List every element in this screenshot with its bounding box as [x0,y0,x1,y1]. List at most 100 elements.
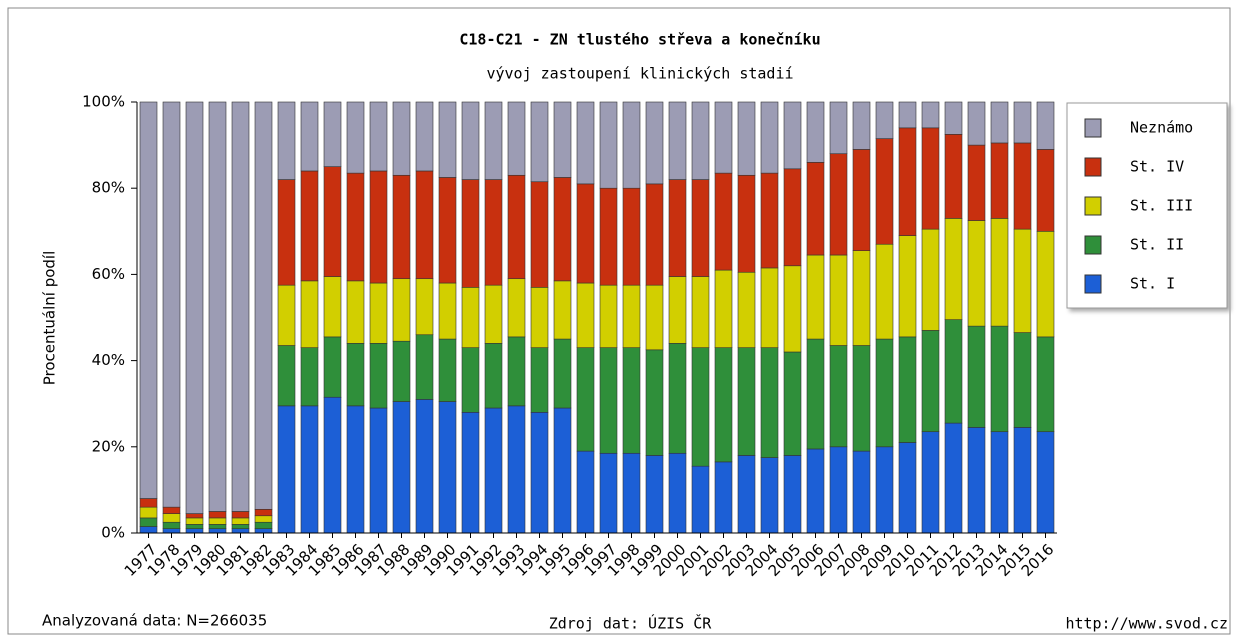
bar-segment [852,101,871,150]
bar-segment [530,412,549,534]
bar-segment [553,338,572,409]
bar-segment [530,181,549,288]
bar-segment [760,101,779,174]
bar-segment [829,254,848,346]
bar-segment [346,172,365,282]
bar-segment [231,517,250,525]
footer-center: Zdroj dat: ÚZIS ČR [549,614,713,633]
legend-label: St. II [1130,236,1184,254]
y-tick-label: 20% [92,437,125,455]
bar-segment [139,498,158,508]
bar-segment [553,177,572,282]
bar-segment [162,528,181,534]
bar-segment [806,101,825,163]
bar-segment [622,284,641,348]
bar-segment [484,407,503,534]
bar-segment [783,168,802,267]
bar-segment [806,338,825,450]
bar-segment [300,170,319,282]
bar-segment [438,101,457,178]
bar-segment [921,127,940,230]
bar-segment [277,345,296,407]
legend-swatch [1084,235,1102,255]
bar-segment [323,276,342,338]
bar-segment [231,528,250,534]
bar-segment [323,101,342,167]
bar-segment [990,218,1009,327]
bar-segment [576,282,595,348]
bar-segment [484,284,503,344]
bar-segment [599,452,618,534]
bar-segment [576,347,595,452]
bar-segment [921,431,940,534]
bar-segment [714,347,733,463]
legend-label: Neznámo [1130,119,1193,137]
legend-swatch [1084,157,1102,177]
y-tick-label: 0% [101,524,125,542]
legend-swatch [1084,274,1102,294]
bar-segment [185,517,204,525]
bar-segment [622,187,641,286]
bar-segment [185,524,204,529]
bar-segment [1036,336,1055,433]
bar-segment [185,101,204,514]
bar-segment [392,340,411,402]
bar-segment [208,517,227,525]
bar-segment [645,455,664,534]
bar-segment [967,220,986,327]
y-tick-label: 80% [92,179,125,197]
bar-segment [576,101,595,185]
bar-segment [691,101,710,180]
bar-segment [691,465,710,534]
bar-segment [990,325,1009,433]
bar-segment [415,101,434,172]
bar-segment [369,282,388,344]
bar-segment [898,442,917,534]
bar-segment [783,101,802,170]
bar-segment [231,511,250,519]
legend-label: St. III [1130,197,1193,215]
bar-segment [921,228,940,331]
bar-segment [622,101,641,189]
bar-segment [369,343,388,409]
bar-segment [323,336,342,398]
bar-segment [438,338,457,402]
bar-segment [231,101,250,512]
bar-segment [346,101,365,174]
y-axis-label: Procentuální podíl [41,251,59,386]
bar-segment [438,401,457,534]
bar-segment [553,407,572,534]
bar-segment [392,278,411,342]
bar-segment [530,347,549,413]
bar-segment [875,338,894,448]
bar-segment [852,450,871,534]
chart-title: C18-C21 - ZN tlustého střeva a konečníku [459,31,820,49]
bar-segment [645,183,664,286]
bar-segment [139,506,158,519]
bar-segment [760,267,779,348]
bar-segment [737,455,756,534]
bar-segment [898,127,917,236]
bar-segment [369,407,388,534]
bar-segment [944,218,963,320]
legend-label: St. I [1130,275,1175,293]
bar-segment [1036,431,1055,534]
bar-segment [461,347,480,413]
bar-segment [323,396,342,534]
bar-segment [829,153,848,256]
bar-segment [1013,228,1032,333]
bar-segment [875,138,894,245]
bar-segment [507,405,526,534]
y-tick-label: 60% [92,265,125,283]
bar-segment [645,284,664,351]
bar-segment [231,524,250,529]
bar-segment [875,446,894,534]
bar-segment [369,101,388,172]
bar-segment [691,179,710,277]
bar-segment [1013,332,1032,428]
bar-segment [392,401,411,534]
bar-segment [599,284,618,348]
bar-segment [829,101,848,155]
bar-segment [921,330,940,433]
bar-segment [783,455,802,534]
